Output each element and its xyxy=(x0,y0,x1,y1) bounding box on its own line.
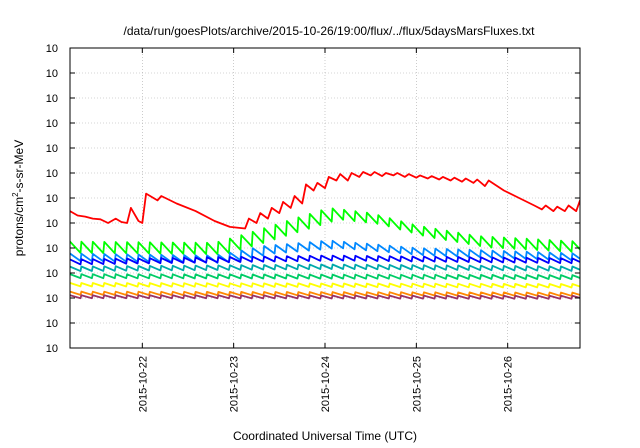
grid-lines xyxy=(70,48,580,348)
x-tick-label: 2015-10-23 xyxy=(229,356,241,412)
y-tick-label: 10 xyxy=(46,168,58,180)
x-axis-ticks: 2015-10-22 2015-10-23 2015-10-24 2015-10-25… xyxy=(137,48,515,412)
y-tick-label: 10 xyxy=(46,343,58,355)
y-tick-label: 10 xyxy=(46,193,58,205)
series-line-7 xyxy=(70,282,580,289)
chart-title: /data/run/goesPlots/archive/2015-10-26/1… xyxy=(124,24,536,38)
data-series xyxy=(70,171,580,300)
series-line-2 xyxy=(70,207,580,255)
series-line-1 xyxy=(70,171,580,230)
y-tick-label: 10 xyxy=(46,143,58,155)
x-tick-label: 2015-10-24 xyxy=(320,356,332,412)
y-tick-label: 10 xyxy=(46,293,58,305)
y-tick-label: 10 xyxy=(46,68,58,80)
y-axis-label-sup: 2 xyxy=(11,192,20,197)
y-tick-label: 10 xyxy=(46,243,58,255)
series-line-8 xyxy=(70,290,580,297)
y-axis-label-rest: -s-sr-MeV xyxy=(12,140,26,193)
y-tick-label: 10 xyxy=(46,43,58,55)
y-axis-label-base: protons/cm xyxy=(12,197,26,256)
x-tick-label: 2015-10-26 xyxy=(503,356,515,412)
y-tick-label: 10 xyxy=(46,118,58,130)
y-tick-label: 10 xyxy=(46,93,58,105)
series-line-6 xyxy=(70,273,580,280)
y-tick-label: 10 xyxy=(46,268,58,280)
y-tick-label: 10 xyxy=(46,318,58,330)
series-line-9 xyxy=(70,294,580,300)
x-tick-label: 2015-10-22 xyxy=(137,356,149,412)
x-tick-label: 2015-10-25 xyxy=(411,356,423,412)
y-tick-label: 10 xyxy=(46,218,58,230)
x-axis-label: Coordinated Universal Time (UTC) xyxy=(233,429,417,443)
y-axis-label: protons/cm2-s-sr-MeV xyxy=(11,140,26,256)
series-line-5 xyxy=(70,263,580,272)
series-line-4 xyxy=(70,254,580,266)
y-axis-ticks: 10-610-510-410-310-210-11001011021031041… xyxy=(46,43,580,355)
